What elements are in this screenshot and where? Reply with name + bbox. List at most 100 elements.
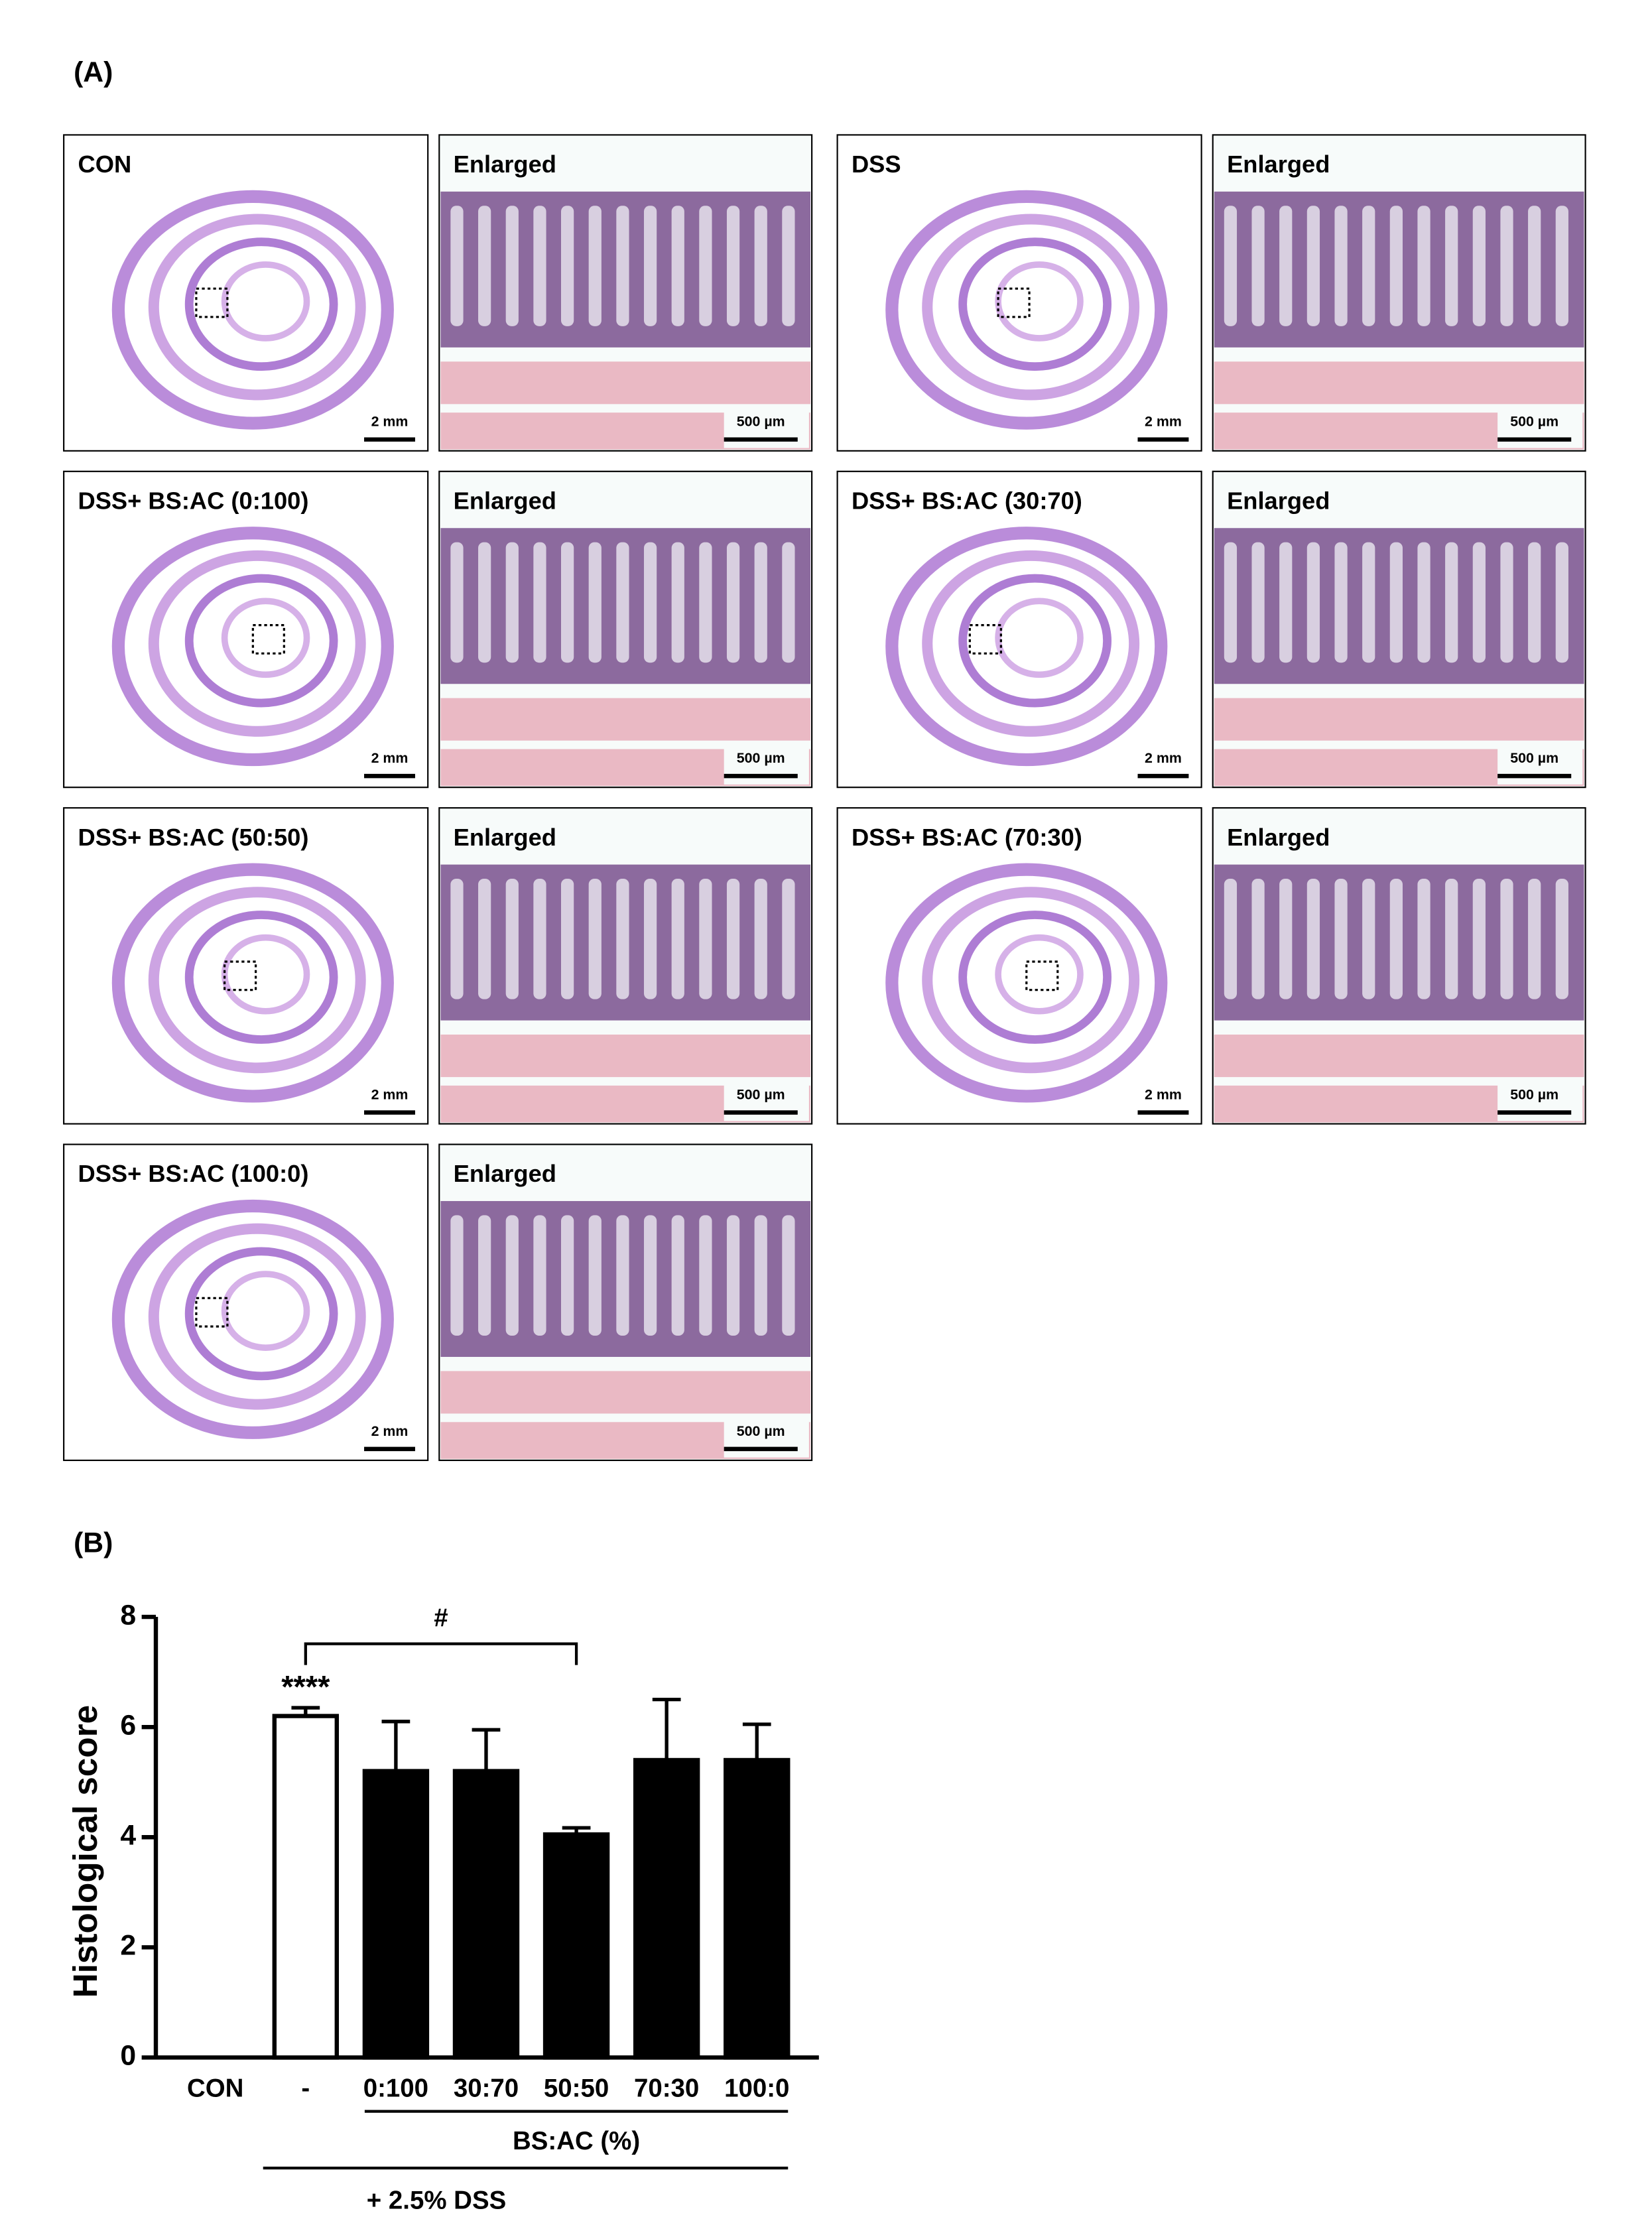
crypt	[533, 206, 546, 326]
crypt	[1417, 542, 1430, 663]
tissue-ring	[184, 911, 338, 1044]
crypt	[505, 1215, 519, 1336]
crypt	[1500, 879, 1513, 999]
tissue-ring	[922, 887, 1140, 1074]
crypt	[754, 879, 767, 999]
scale-label: 2 mm	[1145, 750, 1182, 766]
crypt	[643, 542, 657, 663]
crypt	[1251, 542, 1265, 663]
crypt	[1445, 879, 1458, 999]
label-backing	[1218, 484, 1355, 521]
crypt	[1279, 879, 1293, 999]
panel-title: Enlarged	[454, 1160, 556, 1187]
panel-title: Enlarged	[1227, 487, 1330, 514]
crypt	[450, 206, 464, 326]
label-backing	[444, 1157, 581, 1194]
label-backing	[444, 820, 581, 858]
crypt	[616, 1215, 629, 1336]
crypt	[1417, 206, 1430, 326]
crypt	[450, 1215, 464, 1336]
x-tick-label: 30:70	[454, 2074, 519, 2103]
panel-a-label: (A)	[74, 56, 113, 88]
scale-label: 2 mm	[371, 1423, 409, 1439]
crypt	[671, 879, 684, 999]
tissue-ring	[111, 863, 394, 1103]
crypt	[1500, 542, 1513, 663]
crypt	[643, 879, 657, 999]
x-tick-label: CON	[187, 2074, 243, 2103]
crypt	[478, 879, 491, 999]
x-tick-label: 50:50	[544, 2074, 609, 2103]
crypt	[450, 542, 464, 663]
crypt	[699, 206, 712, 326]
crypt	[478, 1215, 491, 1336]
panel-title: DSS+ BS:AC (30:70)	[852, 487, 1082, 514]
crypt	[616, 206, 629, 326]
crypt	[588, 1215, 602, 1336]
scale-label: 500 µm	[1510, 414, 1558, 430]
crypt	[726, 206, 740, 326]
scale-label: 2 mm	[1145, 414, 1182, 430]
label-backing	[444, 484, 581, 521]
crypt	[1362, 206, 1375, 326]
crypt	[1306, 542, 1320, 663]
crypt	[754, 1215, 767, 1336]
crypt	[561, 1215, 574, 1336]
crypt	[1389, 542, 1403, 663]
tissue-ring	[111, 190, 394, 430]
crypt	[1334, 206, 1348, 326]
crypt	[588, 206, 602, 326]
panel-title: DSS+ BS:AC (50:50)	[78, 824, 309, 851]
tissue-ring	[184, 1247, 338, 1381]
crypt	[588, 542, 602, 663]
scale-label: 500 µm	[1510, 750, 1558, 766]
bar	[633, 1757, 700, 2060]
tissue-ring	[885, 863, 1168, 1103]
section-frame	[63, 807, 429, 1125]
tissue-ring	[885, 190, 1168, 430]
scale-label: 2 mm	[1145, 1087, 1182, 1103]
tissue-ring	[922, 214, 1140, 401]
group-label: + 2.5% DSS	[367, 2187, 506, 2215]
crypt	[616, 879, 629, 999]
y-tick-label: 8	[120, 1599, 136, 1631]
bar	[724, 1757, 791, 2060]
tissue-ring	[922, 550, 1140, 737]
tissue-ring	[148, 550, 366, 737]
crypt	[1362, 879, 1375, 999]
crypt	[1306, 206, 1320, 326]
scale-label: 2 mm	[371, 414, 409, 430]
crypt	[754, 542, 767, 663]
crypt	[1279, 206, 1293, 326]
bar	[272, 1714, 340, 2060]
tissue-ring	[221, 934, 310, 1015]
crypt	[1472, 879, 1486, 999]
scale-label: 500 µm	[737, 750, 785, 766]
region-marker	[223, 960, 257, 991]
crypt	[699, 879, 712, 999]
label-backing	[1218, 820, 1355, 858]
tissue-ring	[148, 1223, 366, 1410]
crypt	[1528, 206, 1541, 326]
crypt	[726, 1215, 740, 1336]
crypt	[1224, 879, 1238, 999]
y-tick-label: 2	[120, 1930, 136, 1962]
tissue-ring	[111, 1199, 394, 1439]
region-marker	[1025, 960, 1059, 991]
tissue-ring	[995, 261, 1084, 342]
crypt	[1362, 542, 1375, 663]
x-tick-label: 0:100	[363, 2074, 428, 2103]
crypt	[754, 206, 767, 326]
crypt	[1528, 879, 1541, 999]
crypt	[533, 1215, 546, 1336]
crypt	[505, 879, 519, 999]
crypt	[450, 879, 464, 999]
tissue-ring	[958, 574, 1112, 708]
crypt	[533, 879, 546, 999]
panel-title: DSS+ BS:AC (100:0)	[78, 1160, 309, 1187]
region-marker	[968, 623, 1002, 655]
muscle-layer	[440, 1371, 810, 1414]
panel-title: Enlarged	[454, 151, 556, 178]
tissue-ring	[221, 598, 310, 678]
crypt	[1445, 206, 1458, 326]
